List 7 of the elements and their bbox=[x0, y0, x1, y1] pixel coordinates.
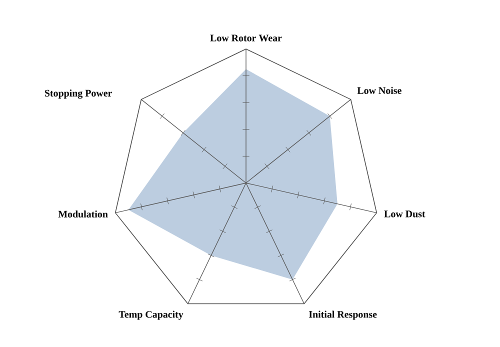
spoke-label: Low Rotor Wear bbox=[210, 34, 282, 42]
spoke-label: Low Noise bbox=[357, 86, 402, 94]
spoke-label: Temp Capacity bbox=[118, 310, 184, 320]
spoke-label: Modulation bbox=[58, 210, 108, 218]
spoke-label: Initial Response bbox=[308, 310, 377, 320]
spoke-label: Stopping Power bbox=[44, 90, 112, 99]
spoke-label: Low Dust bbox=[384, 210, 426, 218]
